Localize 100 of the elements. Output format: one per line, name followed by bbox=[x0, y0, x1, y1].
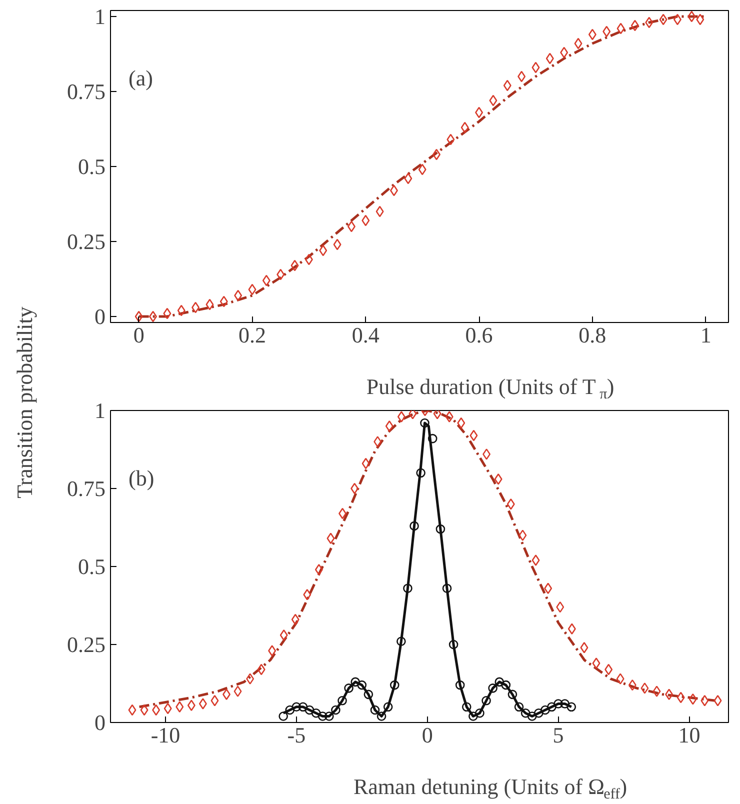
point bbox=[314, 564, 323, 576]
point bbox=[134, 310, 143, 322]
point bbox=[291, 614, 300, 626]
point bbox=[659, 14, 668, 26]
point bbox=[436, 524, 446, 534]
point bbox=[688, 10, 696, 22]
point bbox=[616, 22, 625, 34]
point bbox=[455, 680, 465, 690]
point bbox=[177, 304, 186, 316]
point bbox=[248, 284, 256, 296]
point bbox=[278, 712, 288, 721]
x-tick-label: -10 bbox=[150, 722, 180, 748]
point bbox=[482, 448, 491, 460]
point bbox=[333, 238, 342, 250]
x-tick-label: 0.8 bbox=[578, 322, 606, 348]
point bbox=[397, 411, 406, 422]
point bbox=[580, 642, 588, 654]
point bbox=[280, 629, 288, 641]
point bbox=[410, 521, 419, 531]
point bbox=[176, 701, 184, 713]
point bbox=[192, 302, 200, 314]
annotation: (b) bbox=[128, 466, 154, 490]
point bbox=[408, 410, 417, 420]
point bbox=[676, 692, 685, 704]
point bbox=[475, 106, 484, 118]
point bbox=[665, 688, 674, 700]
x-tick-label: 1 bbox=[700, 322, 712, 348]
point bbox=[503, 80, 512, 92]
point bbox=[246, 673, 254, 684]
y-tick-label: 1 bbox=[94, 398, 106, 423]
point bbox=[206, 298, 214, 310]
point bbox=[544, 582, 552, 594]
point bbox=[383, 702, 393, 712]
point bbox=[304, 254, 313, 266]
point bbox=[560, 699, 570, 708]
point bbox=[290, 260, 299, 272]
point bbox=[514, 702, 524, 712]
point bbox=[370, 705, 380, 715]
point bbox=[506, 498, 515, 510]
x-tick-label: -5 bbox=[287, 722, 306, 748]
point bbox=[350, 677, 360, 687]
point bbox=[416, 468, 426, 478]
y-axis-title: Transition probability bbox=[12, 306, 37, 498]
point bbox=[198, 698, 207, 710]
point bbox=[470, 430, 478, 442]
point bbox=[262, 274, 270, 286]
point bbox=[319, 244, 328, 256]
point bbox=[324, 712, 334, 721]
point bbox=[257, 664, 266, 676]
point bbox=[128, 704, 136, 716]
x-tick-label: 0.6 bbox=[465, 322, 493, 348]
point bbox=[298, 702, 308, 712]
point bbox=[566, 702, 576, 712]
point bbox=[442, 584, 452, 593]
point bbox=[433, 410, 442, 420]
x-tick-label: 0 bbox=[422, 722, 433, 748]
point bbox=[460, 122, 469, 134]
point bbox=[385, 420, 394, 432]
y-tick-label: 0.5 bbox=[78, 554, 106, 579]
point bbox=[140, 704, 148, 716]
point bbox=[673, 14, 682, 26]
point bbox=[311, 708, 321, 718]
point bbox=[318, 712, 328, 721]
point bbox=[164, 702, 172, 714]
point bbox=[326, 532, 335, 544]
point bbox=[350, 482, 359, 494]
point bbox=[376, 712, 386, 721]
x-tick-label: 5 bbox=[552, 722, 564, 748]
point bbox=[652, 686, 661, 697]
point bbox=[592, 658, 600, 669]
point bbox=[527, 712, 537, 721]
point bbox=[482, 696, 491, 706]
point bbox=[304, 705, 314, 715]
point bbox=[187, 700, 196, 711]
point bbox=[446, 134, 455, 146]
point bbox=[374, 436, 382, 448]
point bbox=[234, 290, 242, 302]
point bbox=[418, 164, 426, 176]
point bbox=[501, 680, 511, 690]
point bbox=[568, 623, 576, 635]
point bbox=[616, 673, 624, 684]
point bbox=[362, 214, 370, 226]
point bbox=[494, 677, 504, 687]
point bbox=[285, 705, 295, 715]
y-tick-label: 0 bbox=[94, 304, 106, 329]
point bbox=[640, 682, 649, 694]
point bbox=[457, 417, 466, 429]
y-tick-label: 1 bbox=[94, 4, 106, 29]
point bbox=[508, 690, 518, 700]
point bbox=[560, 46, 568, 58]
point bbox=[462, 702, 472, 712]
point bbox=[448, 640, 458, 650]
point bbox=[602, 26, 611, 38]
point bbox=[630, 20, 639, 32]
point bbox=[468, 712, 478, 721]
point bbox=[534, 708, 544, 718]
point bbox=[376, 206, 384, 218]
y-tick-label: 0.25 bbox=[67, 632, 106, 657]
point bbox=[628, 679, 636, 691]
point bbox=[338, 696, 347, 706]
